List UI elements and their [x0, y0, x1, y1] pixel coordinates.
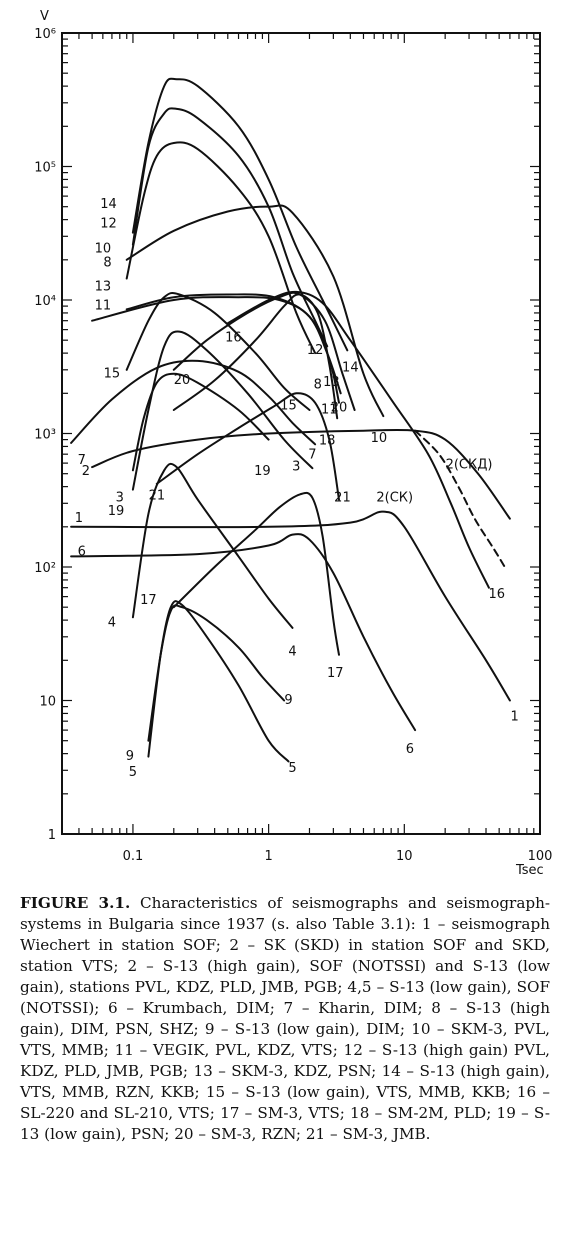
- x-tick-label: 0.1: [123, 849, 144, 864]
- curve-label: 6: [406, 742, 414, 757]
- curve-7: [70, 359, 317, 446]
- curve-label: 6: [78, 544, 86, 559]
- curve-label: 16: [225, 330, 242, 345]
- curve-12: [131, 107, 329, 348]
- curve-21: [155, 392, 340, 501]
- curve-label: 3: [116, 490, 124, 505]
- curve-label: 7: [308, 448, 316, 463]
- curve-4: [131, 462, 294, 629]
- x-tick-label: 1: [264, 849, 272, 864]
- plot-frame: [61, 32, 541, 835]
- curve-17: [172, 491, 340, 656]
- figure-caption: FIGURE 3.1. Characteristics of seismogra…: [20, 893, 550, 1145]
- y-tick-label: 10³: [34, 428, 56, 443]
- curve-3: [131, 330, 314, 491]
- curve-label: 14: [100, 197, 117, 212]
- curve-1: [70, 510, 511, 702]
- curve-label: 4: [288, 645, 296, 660]
- y-tick-label: 10²: [34, 561, 56, 576]
- curve-label: 9: [284, 693, 292, 708]
- curve-label: 21: [334, 490, 351, 505]
- curve-label: 4: [108, 616, 116, 631]
- curve-label: 20: [331, 401, 348, 416]
- x-tick-label: 100: [528, 849, 553, 864]
- curve-10: [125, 204, 385, 418]
- curve-label: 12: [307, 343, 324, 358]
- curve-2ck: [414, 429, 506, 568]
- curve-label: 5: [129, 765, 137, 780]
- curve-label: 17: [327, 666, 344, 681]
- curve-label: 12: [100, 217, 117, 232]
- y-tick-label: 10⁵: [34, 161, 56, 176]
- x-axis-label: Tsec: [515, 863, 544, 878]
- caption-lead: FIGURE 3.1.: [20, 894, 131, 912]
- curve-label: 2: [82, 464, 90, 479]
- curve-label: 18: [319, 433, 336, 448]
- y-tick-label: 10⁶: [34, 27, 56, 42]
- curve-label: 20: [174, 373, 191, 388]
- axis-ticks: 0.1 1 10 100 1 10 10² 10³ 10⁴ 10⁵ 10⁶: [34, 27, 552, 864]
- curve-label: 2(СК): [376, 490, 413, 505]
- x-tick-label: 10: [396, 849, 413, 864]
- y-axis-label: V: [40, 9, 49, 24]
- curve-label: 17: [140, 593, 157, 608]
- curve-6: [70, 533, 417, 732]
- curve-8: [125, 141, 317, 355]
- plot-border: [61, 32, 541, 835]
- curve-label: 1: [510, 710, 518, 725]
- curve-label: 15: [280, 399, 297, 414]
- curve-14: [131, 77, 349, 352]
- y-tick-label: 1: [48, 828, 56, 843]
- curve-15: [125, 292, 311, 411]
- caption-text: Characteristics of seismographs and seis…: [20, 894, 551, 1143]
- curve-label: 14: [342, 360, 359, 375]
- curve-label: 7: [78, 453, 86, 468]
- curve-label: 10: [95, 242, 112, 257]
- curve-label: 19: [108, 504, 125, 519]
- curves: [70, 77, 511, 763]
- curve-label: 21: [149, 489, 166, 504]
- curve-label: 1: [75, 511, 83, 526]
- curve-label: 9: [126, 749, 134, 764]
- curve-label: 13: [95, 280, 112, 295]
- curve-19: [131, 372, 270, 472]
- curve-label: 19: [254, 464, 271, 479]
- curve-label: 8: [103, 255, 111, 270]
- curve-2: [91, 428, 511, 520]
- curve-20: [172, 291, 356, 411]
- curve-18: [172, 293, 339, 420]
- curve-label: 13: [323, 375, 340, 390]
- curve-16: [226, 290, 490, 589]
- curve-label: 10: [371, 431, 388, 446]
- curve-9: [147, 604, 286, 742]
- curve-label: 15: [104, 366, 121, 381]
- curve-label: 2(СКД): [446, 458, 493, 473]
- curve-label: 5: [288, 761, 296, 776]
- curve-label: 3: [292, 460, 300, 475]
- y-tick-label: 10: [39, 695, 56, 710]
- y-tick-label: 10⁴: [34, 294, 56, 309]
- curve-label: 16: [488, 587, 505, 602]
- curve-label: 8: [314, 378, 322, 393]
- curve-label: 11: [95, 299, 112, 314]
- curve-label: 11: [321, 402, 338, 417]
